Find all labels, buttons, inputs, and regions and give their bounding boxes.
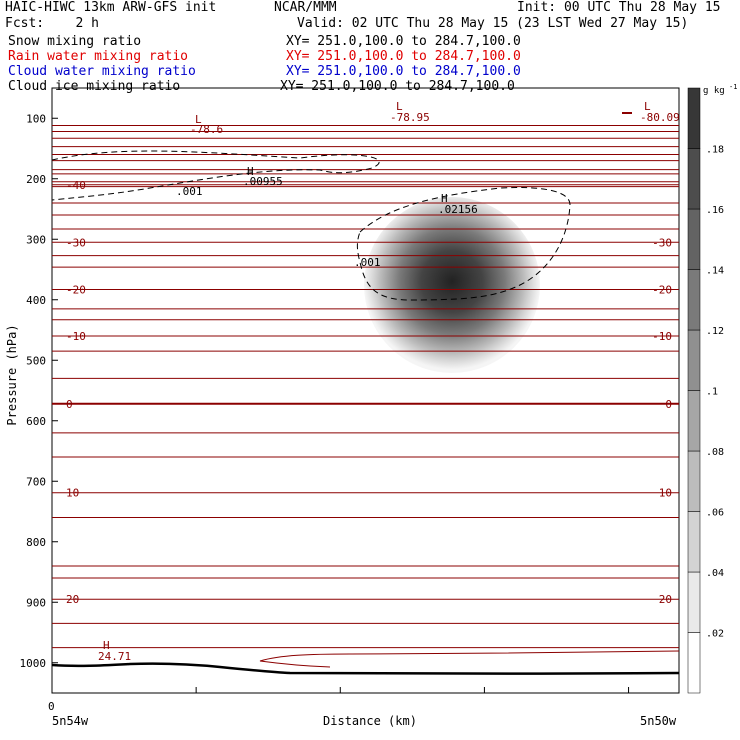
colorbar-level — [687, 390, 701, 452]
colorbar-tick-label: .1 — [706, 387, 718, 398]
colorbar-tick-label: .06 — [706, 508, 724, 519]
field-xy-cloud-water: XY= 251.0,100.0 to 284.7,100.0 — [286, 64, 521, 79]
x-axis-first-tick: 0 — [48, 700, 55, 713]
colorbar-tick-label: .08 — [706, 447, 724, 458]
y-tick-label: 200 — [26, 173, 46, 186]
low-value-3: -80.09 — [640, 111, 680, 124]
colorbar-level — [687, 329, 701, 391]
field-xy-snow: XY= 251.0,100.0 to 284.7,100.0 — [286, 34, 521, 49]
high-value-3: 24.71 — [98, 650, 131, 663]
y-tick-label: 700 — [26, 475, 46, 488]
colorbar-tick-label: .04 — [706, 568, 724, 579]
isotherm-label-left: 10 — [66, 487, 79, 500]
isotherm-label-left: 0 — [66, 398, 73, 411]
low-marker-3: L — [644, 100, 651, 113]
colorbar-level — [687, 208, 701, 270]
y-tick-label: 400 — [26, 294, 46, 307]
y-tick-label: 600 — [26, 415, 46, 428]
high-marker-2: H — [441, 192, 448, 205]
low-marker-1: L — [195, 113, 202, 126]
field-label-rain: Rain water mixing ratio — [8, 49, 189, 64]
y-tick-label: 1000 — [20, 657, 47, 670]
isotherm-label-left: -30 — [66, 236, 86, 249]
y-tick-label: 500 — [26, 354, 46, 367]
low-value-2: -78.95 — [390, 111, 430, 124]
init-time: Init: 00 UTC Thu 28 May 15 — [517, 0, 721, 15]
model-title: HAIC-HIWC 13km ARW-GFS init — [5, 0, 217, 15]
y-tick-label: 800 — [26, 536, 46, 549]
colorbar: .02 .04 .06 .08 .1 .12 .14 .16 .18 — [687, 87, 724, 694]
upper-isotherms — [52, 125, 679, 649]
high-value-1: .00955 — [243, 175, 283, 188]
field-label-cloud-water: Cloud water mixing ratio — [8, 64, 196, 79]
low-value-1: -78.6 — [190, 123, 223, 136]
terrain-line — [51, 662, 680, 675]
isotherm-label-left: -10 — [66, 330, 86, 343]
field-label-cloud-ice: Cloud ice mixing ratio — [8, 79, 181, 94]
x-axis-right-location: 5n50w — [640, 714, 677, 728]
isotherm-label-left: -40 — [66, 179, 86, 192]
institution-label: NCAR/MMM — [274, 0, 337, 15]
isotherm-label-right: -20 — [652, 283, 672, 296]
isotherm-label-right: 10 — [659, 487, 672, 500]
colorbar-level — [687, 87, 701, 149]
isotherm-label-right: -30 — [652, 236, 672, 249]
isotherm-label-right: -10 — [652, 330, 672, 343]
colorbar-level — [687, 450, 701, 512]
isotherm-label-right: 0 — [665, 398, 672, 411]
high-marker-3: H — [103, 639, 110, 652]
field-xy-cloud-ice: XY= 251.0,100.0 to 284.7,100.0 — [280, 79, 515, 94]
colorbar-tick-label: .14 — [706, 266, 724, 277]
colorbar-level — [687, 571, 701, 633]
colorbar-level — [687, 148, 701, 210]
snow-contour-upper — [51, 150, 380, 201]
surface-isotherm — [259, 650, 680, 668]
y-tick-label: 300 — [26, 233, 46, 246]
plot-frame — [51, 87, 680, 694]
high-value-2: .02156 — [438, 203, 478, 216]
valid-time: Valid: 02 UTC Thu 28 May 15 (23 LST Wed … — [297, 16, 689, 31]
field-label-snow: Snow mixing ratio — [8, 34, 142, 49]
isotherm-label-left: -20 — [66, 283, 86, 296]
low-marker-2: L — [396, 100, 403, 113]
x-axis-left-location: 5n54w — [52, 714, 89, 728]
colorbar-unit-exponent: -1 — [729, 83, 737, 91]
snow-contour-label-1: .001 — [176, 185, 203, 198]
colorbar-level — [687, 511, 701, 573]
colorbar-level — [687, 269, 701, 331]
y-tick-label: 100 — [26, 112, 46, 125]
x-axis-label: Distance (km) — [323, 714, 417, 728]
cloud-ice-shading — [364, 197, 540, 373]
high-marker-1: H — [247, 165, 254, 178]
field-xy-rain: XY= 251.0,100.0 to 284.7,100.0 — [286, 49, 521, 64]
isotherm-label-right: 20 — [659, 593, 672, 606]
colorbar-tick-label: .16 — [706, 205, 724, 216]
colorbar-unit: g kg — [703, 86, 725, 96]
colorbar-tick-label: .18 — [706, 145, 724, 156]
colorbar-level — [687, 632, 701, 694]
y-axis-label: Pressure (hPa) — [5, 324, 19, 425]
snow-contour-label-2: .001 — [354, 256, 381, 269]
y-tick-label: 900 — [26, 596, 46, 609]
colorbar-tick-label: .12 — [706, 326, 724, 337]
isotherm-label-left: 20 — [66, 593, 79, 606]
colorbar-tick-label: .02 — [706, 629, 724, 640]
forecast-hour: Fcst: 2 h — [5, 16, 99, 31]
